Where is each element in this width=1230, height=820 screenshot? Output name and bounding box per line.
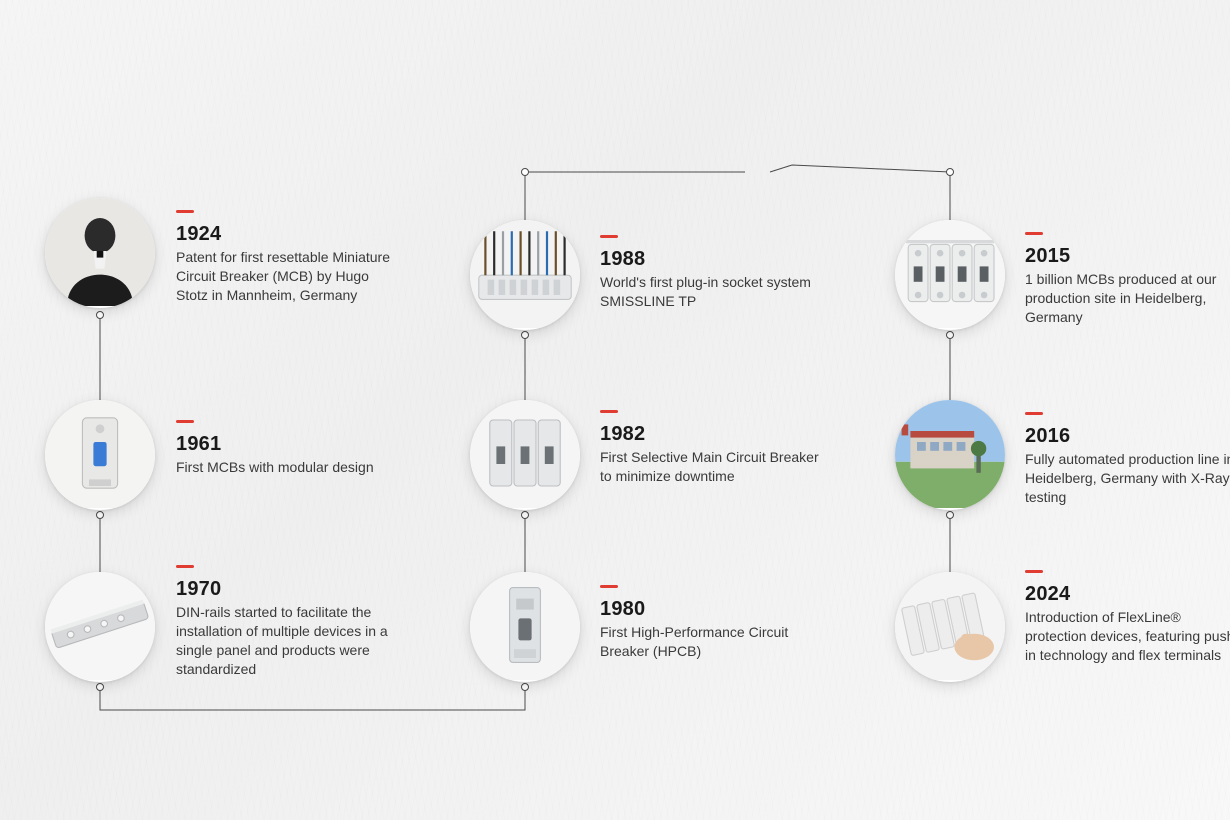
milestone-node-e2024 bbox=[895, 572, 1005, 682]
mcb-row-icon bbox=[895, 220, 1005, 330]
milestone-year: 1982 bbox=[600, 423, 820, 446]
accent-dash bbox=[176, 420, 194, 423]
milestone-year: 1924 bbox=[176, 223, 396, 246]
milestone-entry-e2016: 2016 Fully automated production line in … bbox=[1025, 412, 1230, 507]
milestone-node-e1988 bbox=[470, 220, 580, 330]
busbar-icon bbox=[470, 220, 580, 330]
milestone-year: 1970 bbox=[176, 578, 396, 601]
milestone-desc: First High-Performance Circuit Breaker (… bbox=[600, 623, 820, 661]
milestone-year: 1988 bbox=[600, 248, 820, 271]
milestone-node-e1980 bbox=[470, 572, 580, 682]
milestone-year: 1980 bbox=[600, 598, 820, 621]
milestone-entry-e1924: 1924 Patent for first resettable Miniatu… bbox=[176, 210, 396, 305]
hpcb-icon bbox=[470, 572, 580, 682]
din-rail-icon bbox=[45, 572, 155, 682]
milestone-year: 2024 bbox=[1025, 583, 1230, 606]
milestone-year: 2016 bbox=[1025, 425, 1230, 448]
accent-dash bbox=[600, 410, 618, 413]
portrait-icon bbox=[45, 198, 155, 308]
accent-dash bbox=[1025, 412, 1043, 415]
milestone-node-e1924 bbox=[45, 198, 155, 308]
milestone-entry-e1982: 1982 First Selective Main Circuit Breake… bbox=[600, 410, 820, 486]
milestone-node-e1970 bbox=[45, 572, 155, 682]
accent-dash bbox=[176, 565, 194, 568]
accent-dash bbox=[176, 210, 194, 213]
mcb-triple-icon bbox=[470, 400, 580, 510]
milestone-year: 2015 bbox=[1025, 245, 1230, 268]
milestone-entry-e1980: 1980 First High-Performance Circuit Brea… bbox=[600, 585, 820, 661]
milestone-entry-e1988: 1988 World's first plug-in socket system… bbox=[600, 235, 820, 311]
milestone-entry-e1961: 1961 First MCBs with modular design bbox=[176, 420, 396, 477]
milestone-entry-e1970: 1970 DIN-rails started to facilitate the… bbox=[176, 565, 396, 679]
milestone-entry-e2015: 2015 1 billion MCBs produced at our prod… bbox=[1025, 232, 1230, 327]
milestone-entry-e2024: 2024 Introduction of FlexLine® protectio… bbox=[1025, 570, 1230, 665]
milestone-desc: 1 billion MCBs produced at our productio… bbox=[1025, 270, 1230, 327]
milestone-desc: Fully automated production line in Heide… bbox=[1025, 450, 1230, 507]
accent-dash bbox=[600, 235, 618, 238]
factory-icon bbox=[895, 400, 1005, 510]
milestone-node-e1982 bbox=[470, 400, 580, 510]
milestone-desc: Patent for first resettable Miniature Ci… bbox=[176, 248, 396, 305]
milestone-desc: World's first plug-in socket system SMIS… bbox=[600, 273, 820, 311]
mcb-single-icon bbox=[45, 400, 155, 510]
flexline-icon bbox=[895, 572, 1005, 682]
accent-dash bbox=[1025, 232, 1043, 235]
milestone-node-e1961 bbox=[45, 400, 155, 510]
milestone-desc: First MCBs with modular design bbox=[176, 458, 396, 477]
milestone-year: 1961 bbox=[176, 433, 396, 456]
milestone-node-e2015 bbox=[895, 220, 1005, 330]
milestone-desc: DIN-rails started to facilitate the inst… bbox=[176, 603, 396, 679]
milestone-node-e2016 bbox=[895, 400, 1005, 510]
accent-dash bbox=[600, 585, 618, 588]
accent-dash bbox=[1025, 570, 1043, 573]
milestone-desc: Introduction of FlexLine® protection dev… bbox=[1025, 608, 1230, 665]
milestone-desc: First Selective Main Circuit Breaker to … bbox=[600, 448, 820, 486]
